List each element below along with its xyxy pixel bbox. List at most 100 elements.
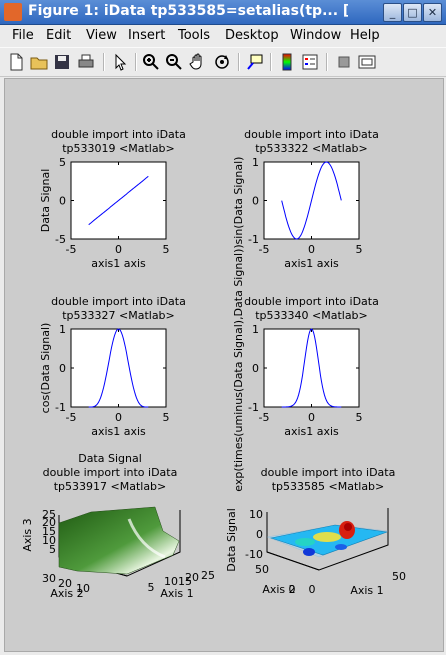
chart-title: Data Signal bbox=[78, 452, 142, 465]
new-icon[interactable] bbox=[6, 52, 26, 72]
y-tick-label: -1 bbox=[248, 233, 259, 246]
menu-help[interactable]: Help bbox=[350, 28, 380, 43]
y-tick-label: 0 bbox=[252, 195, 259, 208]
x-tick-label: 5 bbox=[148, 581, 155, 594]
toolbar-separator bbox=[135, 53, 137, 71]
menu-window[interactable]: Window bbox=[290, 28, 342, 43]
chart-title: tp533340 <Matlab> bbox=[255, 309, 368, 322]
chart-title: tp533322 <Matlab> bbox=[255, 142, 368, 155]
show-plottools-icon[interactable] bbox=[357, 52, 377, 72]
window-titlebar[interactable]: Figure 1: iData tp533585=setalias(tp... … bbox=[0, 0, 446, 25]
z-tick-label: 0 bbox=[256, 528, 263, 541]
window-title: Figure 1: iData tp533585=setalias(tp... … bbox=[28, 3, 348, 19]
y-axis-label: Axis 2 bbox=[50, 587, 83, 600]
minimize-button[interactable]: _ bbox=[383, 3, 402, 22]
x-tick-label: -5 bbox=[259, 243, 270, 256]
y-tick-label: 10 bbox=[76, 582, 90, 595]
chart-title: double import into iData bbox=[261, 466, 396, 479]
chart-title: double import into iData bbox=[43, 466, 178, 479]
x-axis-label: axis1 axis bbox=[284, 425, 339, 438]
x-tick-label: 0 bbox=[309, 583, 316, 596]
z-tick-label: 25 bbox=[42, 508, 56, 521]
menu-edit[interactable]: Edit bbox=[46, 28, 72, 43]
y-tick-label: 1 bbox=[252, 323, 259, 336]
x-tick-label: 5 bbox=[356, 411, 363, 424]
toolbar-separator bbox=[103, 53, 105, 71]
y-axis-label: Data Signal bbox=[39, 169, 52, 233]
series-line bbox=[88, 328, 149, 408]
figure-toolbar bbox=[0, 47, 446, 77]
x-tick-label: 25 bbox=[201, 569, 215, 582]
axes-box bbox=[263, 328, 360, 408]
x-tick-label: 1015 bbox=[164, 575, 192, 588]
x-axis-label: axis1 axis bbox=[91, 425, 146, 438]
y-axis-label: exp(times(uminus(Data Signal),Data Signa… bbox=[232, 244, 245, 491]
colorbar-icon[interactable] bbox=[277, 52, 297, 72]
x-axis-label: axis1 axis bbox=[91, 257, 146, 270]
y-tick-label: -1 bbox=[248, 401, 259, 414]
chart-title: tp533327 <Matlab> bbox=[62, 309, 175, 322]
x-tick-label: -5 bbox=[259, 411, 270, 424]
hide-plottools-icon[interactable] bbox=[334, 52, 354, 72]
x-tick-label: 0 bbox=[308, 243, 315, 256]
x-tick-label: 0 bbox=[115, 243, 122, 256]
pan-icon[interactable] bbox=[188, 52, 208, 72]
save-icon[interactable] bbox=[52, 52, 72, 72]
maximize-button[interactable]: □ bbox=[403, 3, 422, 22]
surface-peak-top bbox=[344, 523, 352, 531]
chart-title: double import into iData bbox=[51, 128, 186, 141]
close-button[interactable]: ✕ bbox=[423, 3, 442, 22]
datatip-icon[interactable] bbox=[245, 52, 265, 72]
y-tick-label: 1 bbox=[59, 323, 66, 336]
surface-band bbox=[295, 538, 315, 546]
menu-view[interactable]: View bbox=[86, 28, 117, 43]
z-tick-label: 10 bbox=[42, 534, 56, 547]
z-tick-label: 10 bbox=[249, 508, 263, 521]
y-tick-label: 0 bbox=[59, 362, 66, 375]
menu-desktop[interactable]: Desktop bbox=[225, 28, 279, 43]
chart-title: double import into iData bbox=[51, 295, 186, 308]
menu-file[interactable]: File bbox=[12, 28, 34, 43]
y-tick-label: 0 bbox=[289, 583, 296, 596]
surface-mesh bbox=[58, 506, 180, 575]
x-axis-label: Axis 1 bbox=[350, 584, 383, 597]
y-axis-label: cos(Data Signal) bbox=[39, 323, 52, 414]
y-axis-label: sin(Data Signal) bbox=[232, 157, 245, 245]
x-tick-label: 20 bbox=[185, 571, 199, 584]
x-tick-label: -5 bbox=[66, 243, 77, 256]
menu-insert[interactable]: Insert bbox=[128, 28, 166, 43]
y-tick-label: 20 bbox=[58, 577, 72, 590]
z-tick-label: 5 bbox=[49, 543, 56, 556]
menu-bar: File Edit View Insert Tools Desktop Wind… bbox=[0, 25, 446, 47]
zoom-out-icon[interactable] bbox=[164, 52, 184, 72]
y-axis-label: Axis 2 bbox=[262, 583, 295, 596]
surface-plot-2 bbox=[266, 508, 389, 571]
legend-icon[interactable] bbox=[300, 52, 320, 72]
axes-edge bbox=[266, 551, 320, 571]
z-axis-label: Data Signal bbox=[225, 508, 238, 572]
x-axis-label: Axis 1 bbox=[160, 587, 193, 600]
surface-band bbox=[313, 532, 341, 542]
toolbar-separator bbox=[270, 53, 272, 71]
x-tick-label: 5 bbox=[163, 243, 170, 256]
z-tick-label: 20 bbox=[42, 516, 56, 529]
menu-tools[interactable]: Tools bbox=[178, 28, 211, 43]
chart-title: double import into iData bbox=[244, 128, 379, 141]
y-tick-label: 0 bbox=[252, 362, 259, 375]
surface-highlight bbox=[127, 518, 166, 559]
rotate-icon[interactable] bbox=[212, 52, 232, 72]
figure-canvas[interactable]: double import into iData tp533019 <Matlab… bbox=[4, 78, 444, 652]
y-tick-label: 1 bbox=[252, 156, 259, 169]
chart-title: tp533917 <Matlab> bbox=[54, 480, 167, 493]
open-icon[interactable] bbox=[29, 52, 49, 72]
toolbar-separator bbox=[326, 53, 328, 71]
surface-trough bbox=[303, 548, 315, 556]
print-icon[interactable] bbox=[76, 52, 96, 72]
x-axis-label: axis1 axis bbox=[284, 257, 339, 270]
surface-plot-1 bbox=[58, 506, 181, 577]
zoom-in-icon[interactable] bbox=[141, 52, 161, 72]
y-tick-label: -5 bbox=[55, 233, 66, 246]
pointer-icon[interactable] bbox=[110, 52, 130, 72]
series-line bbox=[281, 161, 342, 240]
